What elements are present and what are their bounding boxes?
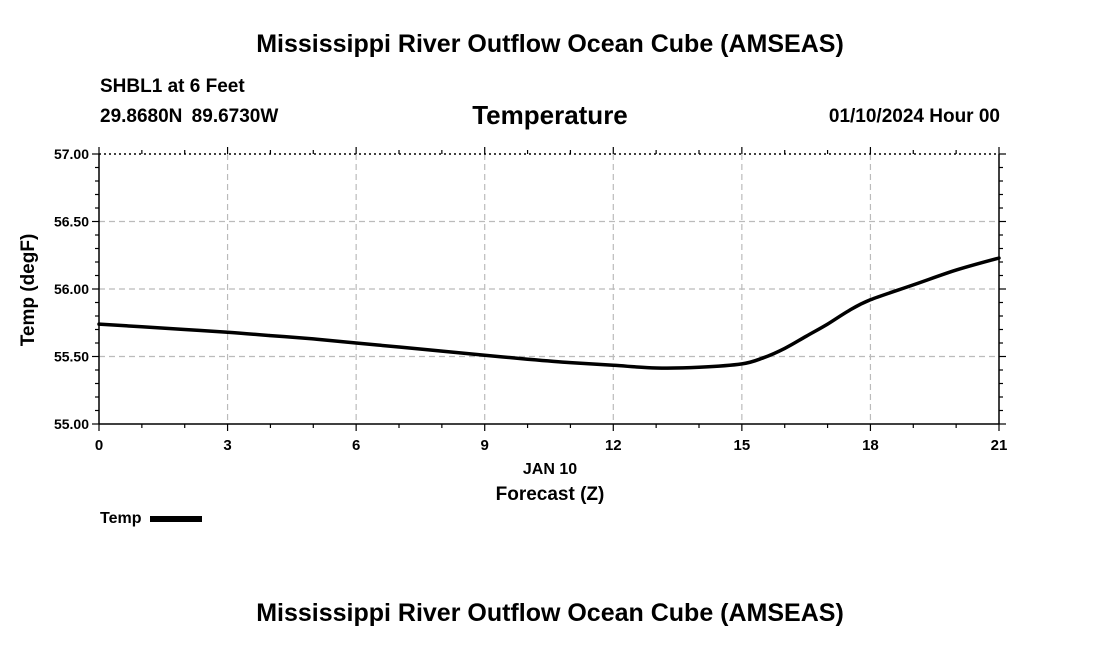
chart-ticks: 55.00 55.50 56.00 56.50 57.00 0 3 6 9 12 15 18 21 bbox=[54, 146, 1007, 454]
coordinates-label: 29.8680N 89.6730W bbox=[100, 106, 279, 127]
chart-series bbox=[97, 256, 1001, 370]
chart-grid bbox=[99, 154, 999, 424]
series-line-temp bbox=[97, 256, 1001, 370]
x-tick-label: 0 bbox=[95, 437, 103, 454]
legend-label: Temp bbox=[100, 510, 142, 527]
chart-legend: Temp bbox=[100, 510, 203, 528]
footer-title: Mississippi River Outflow Ocean Cube (AM… bbox=[256, 599, 844, 627]
y-tick-label: 56.50 bbox=[54, 214, 89, 230]
y-tick-label: 55.50 bbox=[54, 349, 89, 365]
y-tick-label: 55.00 bbox=[54, 416, 89, 432]
x-tick-label: 6 bbox=[352, 437, 360, 454]
forecast-datetime: 01/10/2024 Hour 00 bbox=[828, 106, 1000, 127]
station-label: SHBL1 at 6 Feet bbox=[100, 76, 245, 97]
x-tick-label: 3 bbox=[223, 437, 231, 454]
chart-main-title: Mississippi River Outflow Ocean Cube (AM… bbox=[256, 30, 844, 58]
x-axis-date-label: JAN 10 bbox=[523, 461, 577, 478]
x-tick-label: 18 bbox=[862, 437, 879, 454]
x-tick-label: 12 bbox=[605, 437, 622, 454]
legend-line-swatch bbox=[150, 516, 203, 522]
y-axis-label: Temp (degF) bbox=[18, 234, 39, 347]
x-axis-label: Forecast (Z) bbox=[496, 484, 605, 505]
x-tick-label: 15 bbox=[734, 437, 751, 454]
x-tick-label: 9 bbox=[481, 437, 489, 454]
variable-title: Temperature bbox=[472, 100, 628, 130]
x-tick-label: 21 bbox=[991, 437, 1008, 454]
y-tick-label: 57.00 bbox=[54, 146, 89, 162]
y-tick-label: 56.00 bbox=[54, 281, 89, 297]
